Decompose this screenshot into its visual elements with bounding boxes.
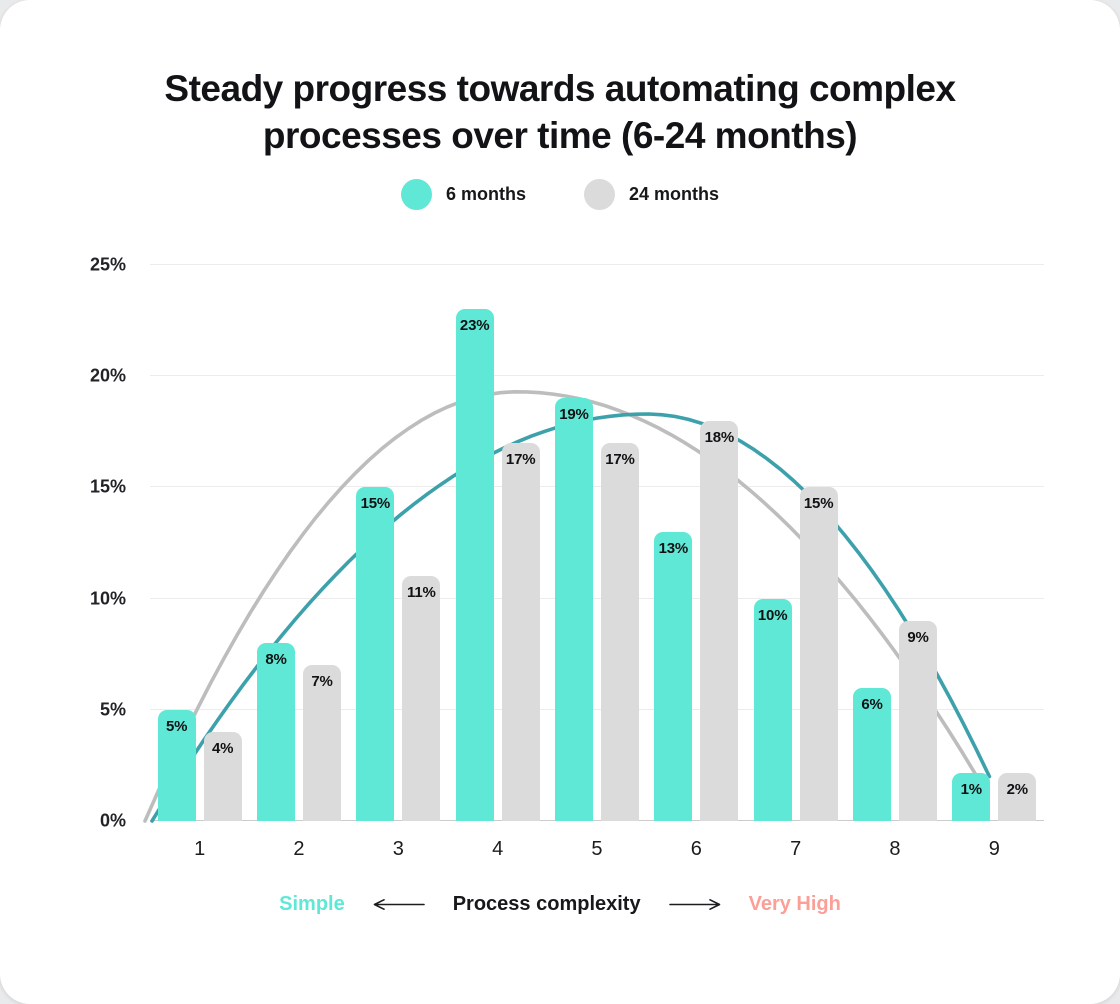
x-axis-title: Process complexity <box>452 893 641 915</box>
bar-value-label: 15% <box>360 495 391 513</box>
bar-6-months: 8% <box>256 643 295 821</box>
bar-group: 5% 4% <box>150 265 249 821</box>
x-tick-label: 9 <box>988 838 1000 860</box>
gridline <box>150 375 1044 377</box>
bar-group: 13% 18% <box>647 265 746 821</box>
bar-value-label: 6% <box>861 695 883 713</box>
bar-24-months: 18% <box>700 420 739 821</box>
legend-swatch-24-months-icon <box>583 179 615 210</box>
y-tick-label: 10% <box>89 588 126 609</box>
bar-value-label: 7% <box>311 673 333 691</box>
gridline <box>150 486 1044 488</box>
bar-24-months: 11% <box>402 576 441 821</box>
x-tick-label: 3 <box>392 838 404 860</box>
x-tick-label: 5 <box>591 838 603 860</box>
bar-24-months: 17% <box>600 442 639 821</box>
bars: 5% 4% 8% 7% 15% 11% 23% 17% 19% 17% 13% 18% 10% 15% 6%… <box>150 265 1044 821</box>
x-tick-label: 7 <box>790 838 802 860</box>
gridline <box>150 820 1044 821</box>
x-axis-annotation: Simple Process complexity Very High <box>0 893 1120 916</box>
bar-group: 23% 17% <box>448 265 547 821</box>
bar-value-label: 15% <box>803 495 834 513</box>
legend-label-6-months: 6 months <box>445 184 526 204</box>
legend-item-24-months: 24 months <box>583 179 720 210</box>
bar-6-months: 6% <box>852 687 891 821</box>
bar-6-months: 10% <box>753 598 792 821</box>
legend: 6 months 24 months <box>0 179 1120 210</box>
y-tick-label: 25% <box>89 254 126 275</box>
bar-group: 8% 7% <box>249 265 348 821</box>
bar-6-months: 23% <box>455 309 494 821</box>
bar-group: 19% 17% <box>547 265 646 821</box>
x-tick-label: 6 <box>690 838 702 860</box>
x-axis-right-label: Very High <box>748 893 841 915</box>
bar-value-label: 9% <box>907 628 929 646</box>
x-tick-label: 2 <box>293 838 305 860</box>
bar-6-months: 19% <box>554 398 593 821</box>
bar-value-label: 4% <box>212 740 234 758</box>
bar-value-label: 19% <box>559 406 589 424</box>
bar-value-label: 10% <box>757 606 788 624</box>
y-tick-label: 20% <box>89 365 126 386</box>
x-tick-label: 1 <box>194 838 206 860</box>
y-tick-label: 15% <box>89 476 126 497</box>
bar-group: 10% 15% <box>746 265 845 821</box>
plot-area: 0% 5% 10% 15% 20% 25% 5% 4% 8% 7% 15% 11% 23% 17% 19%… <box>90 255 1044 860</box>
gridline <box>150 264 1044 265</box>
y-tick-label: 0% <box>99 810 126 831</box>
bar-value-label: 11% <box>407 584 436 602</box>
bar-24-months: 2% <box>998 773 1037 821</box>
bar-value-label: 17% <box>505 450 536 468</box>
bar-value-label: 5% <box>166 717 188 735</box>
x-tick-label: 8 <box>889 838 901 860</box>
x-axis-left-label: Simple <box>279 893 345 915</box>
legend-item-6-months: 6 months <box>400 179 526 210</box>
chart-title-line-1: Steady progress towards automating compl… <box>164 67 956 109</box>
bar-6-months: 15% <box>356 487 395 821</box>
bar-value-label: 13% <box>658 539 689 557</box>
chart-title-line-2: processes over time (6-24 months) <box>262 114 858 156</box>
arrow-right-icon <box>668 899 720 910</box>
bar-6-months: 1% <box>952 773 991 821</box>
bar-group: 6% 9% <box>845 265 944 821</box>
bar-value-label: 1% <box>960 781 982 798</box>
bar-24-months: 17% <box>501 442 540 821</box>
bar-group: 15% 11% <box>349 265 448 821</box>
legend-swatch-6-months-icon <box>400 179 432 210</box>
bar-24-months: 4% <box>203 732 242 821</box>
bar-group: 1% 2% <box>945 265 1044 821</box>
chart-title: Steady progress towards automating compl… <box>0 65 1120 159</box>
x-tick-label: 4 <box>492 838 504 860</box>
gridline <box>150 708 1044 710</box>
bar-value-label: 2% <box>1006 781 1028 798</box>
arrow-left-icon <box>373 899 425 910</box>
bar-value-label: 17% <box>605 450 635 468</box>
gridlines: 0% 5% 10% 15% 20% 25% <box>90 255 1044 831</box>
trend-curve-24-months <box>143 389 990 823</box>
bar-24-months: 15% <box>799 487 838 821</box>
y-tick-label: 5% <box>99 699 126 720</box>
gridline <box>150 597 1044 599</box>
x-labels: 1 2 3 4 5 6 7 8 9 <box>150 838 1044 861</box>
bar-value-label: 18% <box>704 428 735 446</box>
legend-label-24-months: 24 months <box>628 184 720 204</box>
bar-6-months: 5% <box>157 709 196 821</box>
bar-24-months: 7% <box>302 665 341 821</box>
bar-24-months: 9% <box>898 620 937 821</box>
bar-value-label: 23% <box>459 317 490 335</box>
bar-value-label: 8% <box>265 651 287 669</box>
bar-6-months: 13% <box>654 531 693 821</box>
